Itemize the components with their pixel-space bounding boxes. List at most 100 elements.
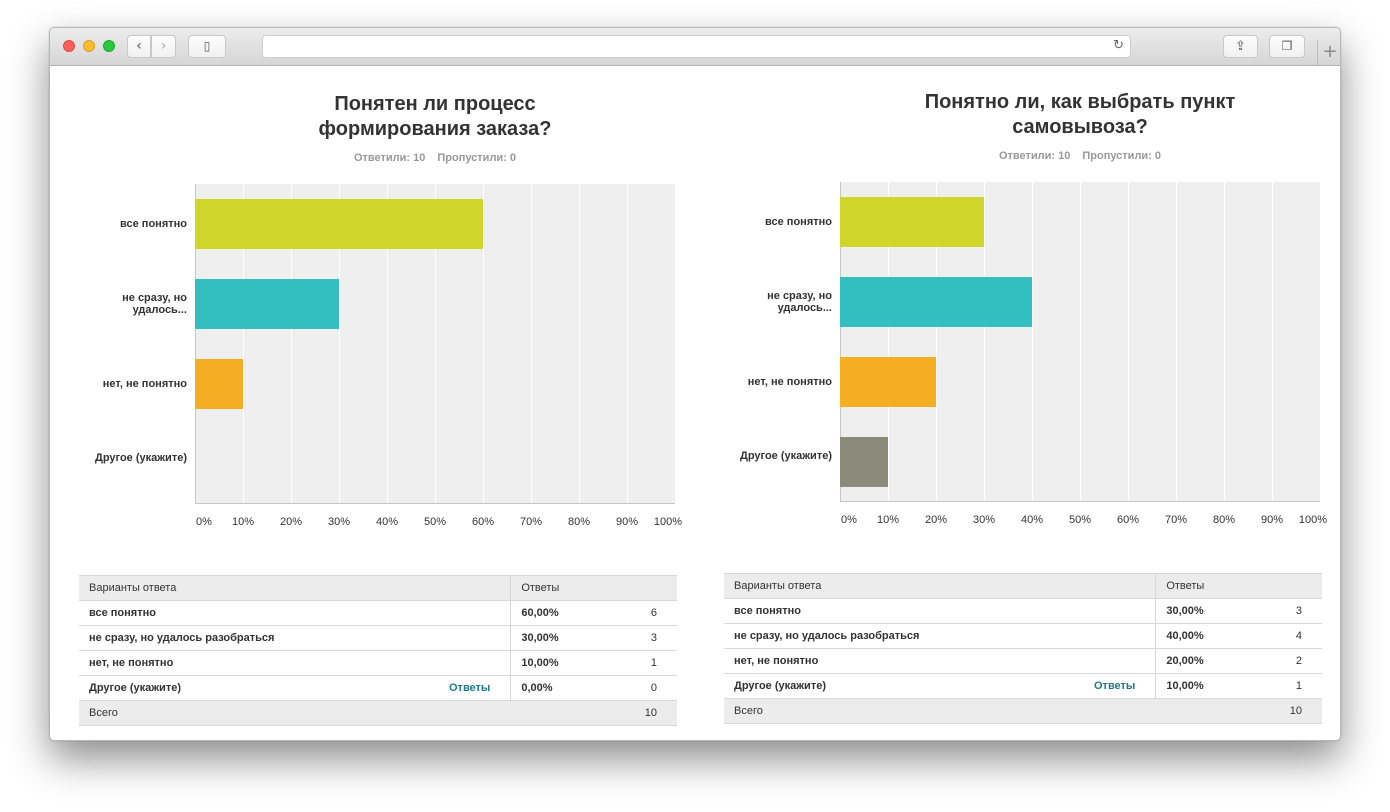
gridline	[1320, 182, 1321, 502]
question-title: Понятен ли процесс формирования заказа?	[318, 93, 552, 140]
sidebar-icon: ▯	[203, 39, 211, 53]
column-header-answers: Ответы	[510, 575, 677, 601]
answers-link-empty	[439, 650, 511, 676]
table-row: нет, не понятно 20,00% 2	[724, 648, 1322, 674]
bar	[840, 197, 984, 247]
bar	[195, 359, 243, 409]
answers-link-empty	[1084, 648, 1156, 674]
x-tick-label: 70%	[519, 516, 543, 528]
total-count: 10	[1251, 698, 1322, 724]
close-window-button[interactable]	[63, 40, 75, 52]
share-button[interactable]: ⇪	[1223, 35, 1258, 58]
y-axis-line	[195, 184, 196, 504]
browser-window: ‹ › ▯ ↻ ⇪ ❐ + Понятен ли процесс формиро…	[49, 27, 1341, 741]
gridline	[1128, 182, 1129, 502]
chevron-right-icon: ›	[160, 38, 167, 54]
new-tab-button[interactable]: +	[1317, 40, 1340, 66]
chart-plot-area	[195, 184, 676, 504]
gridline	[1032, 182, 1033, 502]
answers-link-empty	[1084, 623, 1156, 649]
answer-count: 0	[606, 675, 677, 701]
minimize-window-button[interactable]	[83, 40, 95, 52]
gridline	[243, 184, 244, 504]
gridline	[888, 182, 889, 502]
bar	[840, 357, 936, 407]
category-label: не сразу, но удалось...	[767, 290, 832, 314]
answer-percent: 40,00%	[1155, 623, 1252, 649]
x-tick-label: 80%	[1212, 514, 1236, 526]
answer-option-label: все понятно	[724, 598, 1084, 624]
total-label: Всего	[724, 698, 1252, 724]
question-panel: Понятно ли, как выбрать пункт самовывоза…	[695, 28, 1340, 740]
table-row: не сразу, но удалось разобраться 30,00% 3	[79, 625, 677, 651]
responses-table: Варианты ответа Ответы все понятно 60,00% 6 н…	[79, 575, 677, 726]
x-tick-label: 90%	[1260, 514, 1284, 526]
category-label: нет, не понятно	[747, 376, 832, 388]
tabs-button[interactable]: ❐	[1269, 35, 1305, 58]
answer-percent: 20,00%	[1155, 648, 1252, 674]
gridline	[579, 184, 580, 504]
bar	[195, 279, 339, 329]
x-tick-label: 40%	[375, 516, 399, 528]
answer-count: 3	[1251, 598, 1322, 624]
question-panel: Понятен ли процесс формирования заказа? О…	[50, 28, 695, 740]
response-stats: Ответили: 10 Пропустили: 0	[910, 150, 1250, 162]
x-tick-label: 100%	[1298, 514, 1328, 526]
table-row: все понятно 60,00% 6	[79, 600, 677, 626]
address-bar[interactable]: ↻	[262, 35, 1131, 58]
header-row: Варианты ответа Ответы	[79, 575, 677, 601]
category-label: все понятно	[120, 218, 187, 230]
gridline	[1080, 182, 1081, 502]
sidebar-button[interactable]: ▯	[188, 35, 226, 58]
reload-icon[interactable]: ↻	[1113, 38, 1124, 53]
category-label: не сразу, но удалось...	[122, 292, 187, 316]
x-tick-label: 10%	[876, 514, 900, 526]
answers-link[interactable]: Ответы	[439, 675, 511, 701]
answers-link-empty	[439, 600, 511, 626]
forward-button[interactable]: ›	[151, 35, 176, 58]
responses-table: Варианты ответа Ответы все понятно 30,00% 3 н…	[724, 573, 1322, 724]
back-button[interactable]: ‹	[127, 35, 151, 58]
gridline	[984, 182, 985, 502]
table-row: все понятно 30,00% 3	[724, 598, 1322, 624]
category-label: все понятно	[765, 216, 832, 228]
x-tick-label: 30%	[972, 514, 996, 526]
x-tick-label: 60%	[1116, 514, 1140, 526]
bar	[840, 437, 888, 487]
gridline	[627, 184, 628, 504]
table-row: Другое (укажите) Ответы 10,00% 1	[724, 673, 1322, 699]
answer-option-label: не сразу, но удалось разобраться	[724, 623, 1084, 649]
table-row: нет, не понятно 10,00% 1	[79, 650, 677, 676]
answer-option-label: нет, не понятно	[79, 650, 439, 676]
answer-option-label: не сразу, но удалось разобраться	[79, 625, 439, 651]
column-header-options: Варианты ответа	[79, 575, 511, 601]
skipped-count: Пропустили: 0	[437, 152, 517, 164]
x-tick-label: 40%	[1020, 514, 1044, 526]
x-tick-label: 70%	[1164, 514, 1188, 526]
answer-percent: 30,00%	[510, 625, 607, 651]
answer-percent: 10,00%	[510, 650, 607, 676]
answer-option-label: Другое (укажите)	[79, 675, 439, 701]
bar	[840, 277, 1032, 327]
table-footer: Всего 10	[79, 700, 677, 726]
table-header: Варианты ответа Ответы	[79, 575, 677, 601]
gridline	[531, 184, 532, 504]
question-title: Понятно ли, как выбрать пункт самовывоза…	[924, 91, 1236, 138]
answer-option-label: Другое (укажите)	[724, 673, 1084, 699]
browser-toolbar: ‹ › ▯ ↻ ⇪ ❐ +	[50, 28, 1340, 66]
x-tick-label: 30%	[327, 516, 351, 528]
answer-count: 1	[1251, 673, 1322, 699]
x-tick-label: 0%	[841, 514, 857, 526]
chart-plot-area	[840, 182, 1321, 502]
x-tick-label: 90%	[615, 516, 639, 528]
answers-link[interactable]: Ответы	[1084, 673, 1156, 699]
column-header-answers: Ответы	[1155, 573, 1322, 599]
zoom-window-button[interactable]	[103, 40, 115, 52]
total-label: Всего	[79, 700, 607, 726]
gridline	[291, 184, 292, 504]
y-axis-line	[840, 182, 841, 502]
answer-option-label: нет, не понятно	[724, 648, 1084, 674]
column-header-options: Варианты ответа	[724, 573, 1156, 599]
x-tick-label: 50%	[1068, 514, 1092, 526]
tabs-icon: ❐	[1281, 39, 1293, 53]
